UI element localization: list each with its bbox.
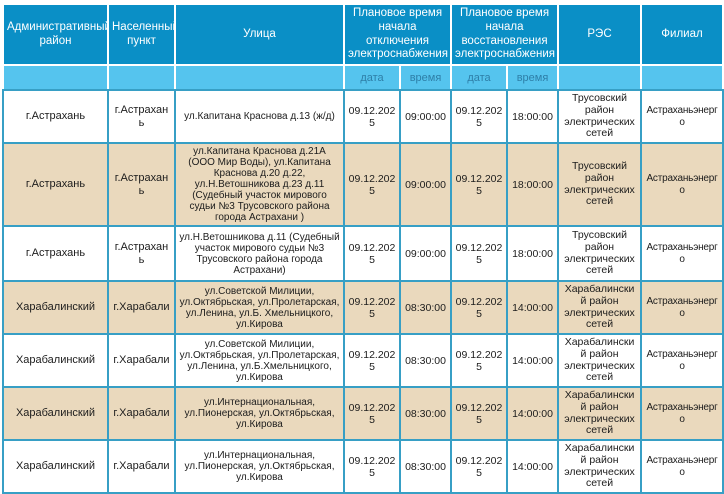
table-row: Харабалинский г.Харабали ул.Советской Ми… (2, 333, 724, 389)
cell-street: ул.Интернациональная, ул.Пионерская, ул.… (174, 439, 345, 494)
cell-settlement: г.Астрахань (107, 89, 176, 145)
cell-settlement: г.Астрахань (107, 142, 176, 228)
table-row: г.Астрахань г.Астрахань ул.Н.Ветошникова… (2, 225, 724, 283)
subheader-empty (557, 64, 643, 92)
cell-branch: Астраханьэнерго (640, 225, 724, 283)
cell-outage-date: 09.12.2025 (343, 142, 401, 228)
col-header-res: РЭС (557, 2, 643, 67)
cell-street: ул.Советской Милиции, ул.Октябрьская, ул… (174, 280, 345, 336)
cell-restore-date: 09.12.2025 (450, 89, 508, 145)
subheader-outage-time: время (399, 64, 452, 92)
cell-district: Харабалинский (2, 386, 109, 442)
cell-district: Харабалинский (2, 280, 109, 336)
cell-street: ул.Советской Милиции, ул.Октябрьская, ул… (174, 333, 345, 389)
subheader-empty (2, 64, 109, 92)
subheader-restore-time: время (505, 64, 560, 92)
subheader-empty (107, 64, 176, 92)
cell-outage-date: 09.12.2025 (343, 386, 401, 442)
cell-restore-date: 09.12.2025 (450, 333, 508, 389)
cell-settlement: г.Астрахань (107, 225, 176, 283)
cell-branch: Астраханьэнерго (640, 439, 724, 494)
subheader-empty (640, 64, 724, 92)
cell-restore-date: 09.12.2025 (450, 439, 508, 494)
cell-settlement: г.Харабали (107, 439, 176, 494)
cell-branch: Астраханьэнерго (640, 142, 724, 228)
cell-outage-time: 09:00:00 (399, 225, 452, 283)
table-row: г.Астрахань г.Астрахань ул.Капитана Крас… (2, 89, 724, 145)
table-row: Харабалинский г.Харабали ул.Интернациона… (2, 386, 724, 442)
cell-branch: Астраханьэнерго (640, 280, 724, 336)
cell-outage-time: 08:30:00 (399, 333, 452, 389)
cell-outage-time: 08:30:00 (399, 386, 452, 442)
cell-district: г.Астрахань (2, 225, 109, 283)
cell-outage-date: 09.12.2025 (343, 333, 401, 389)
cell-restore-date: 09.12.2025 (450, 386, 508, 442)
cell-res: Харабалинский район электрических сетей (557, 333, 643, 389)
cell-street: ул.Капитана Краснова д.21А (ООО Мир Воды… (174, 142, 345, 228)
col-header-settlement: Населенный пункт (107, 2, 176, 67)
cell-restore-date: 09.12.2025 (450, 280, 508, 336)
cell-settlement: г.Харабали (107, 280, 176, 336)
cell-restore-date: 09.12.2025 (450, 142, 508, 228)
col-header-street: Улица (174, 2, 345, 67)
cell-res: Трусовский район электрических сетей (557, 89, 643, 145)
cell-res: Харабалинский район электрических сетей (557, 386, 643, 442)
table-row: Харабалинский г.Харабали ул.Интернациона… (2, 439, 724, 494)
cell-restore-time: 14:00:00 (505, 280, 560, 336)
cell-res: Трусовский район электрических сетей (557, 142, 643, 228)
cell-settlement: г.Харабали (107, 386, 176, 442)
cell-res: Трусовский район электрических сетей (557, 225, 643, 283)
cell-outage-date: 09.12.2025 (343, 439, 401, 494)
subheader-row: дата время дата время (2, 64, 724, 92)
cell-outage-time: 09:00:00 (399, 142, 452, 228)
cell-restore-time: 14:00:00 (505, 333, 560, 389)
cell-street: ул.Н.Ветошникова д.11 (Судебный участок … (174, 225, 345, 283)
cell-district: Харабалинский (2, 439, 109, 494)
cell-outage-time: 09:00:00 (399, 89, 452, 145)
cell-restore-time: 18:00:00 (505, 89, 560, 145)
cell-restore-time: 14:00:00 (505, 439, 560, 494)
cell-outage-date: 09.12.2025 (343, 89, 401, 145)
col-header-branch: Филиал (640, 2, 724, 67)
cell-branch: Астраханьэнерго (640, 89, 724, 145)
subheader-outage-date: дата (343, 64, 401, 92)
cell-branch: Астраханьэнерго (640, 386, 724, 442)
cell-district: г.Астрахань (2, 142, 109, 228)
cell-district: Харабалинский (2, 333, 109, 389)
cell-restore-time: 18:00:00 (505, 225, 560, 283)
col-header-restore-group: Плановое время начала восстановления эле… (449, 2, 560, 67)
cell-settlement: г.Харабали (107, 333, 176, 389)
cell-district: г.Астрахань (2, 89, 109, 145)
header-row: Административный район Населенный пункт … (2, 2, 724, 67)
cell-res: Харабалинский район электрических сетей (557, 439, 643, 494)
cell-res: Харабалинский район электрических сетей (557, 280, 643, 336)
cell-outage-date: 09.12.2025 (343, 225, 401, 283)
cell-street: ул.Капитана Краснова д.13 (ж/д) (174, 89, 345, 145)
cell-restore-time: 18:00:00 (505, 142, 560, 228)
cell-street: ул.Интернациональная, ул.Пионерская, ул.… (174, 386, 345, 442)
subheader-empty (174, 64, 345, 92)
cell-outage-time: 08:30:00 (399, 280, 452, 336)
col-header-outage-group: Плановое время начала отключения электро… (343, 2, 452, 67)
col-header-district: Административный район (2, 2, 109, 67)
cell-outage-time: 08:30:00 (399, 439, 452, 494)
cell-branch: Астраханьэнерго (640, 333, 724, 389)
table-row: Харабалинский г.Харабали ул.Советской Ми… (2, 280, 724, 336)
table-row: г.Астрахань г.Астрахань ул.Капитана Крас… (2, 142, 724, 228)
cell-restore-time: 14:00:00 (505, 386, 560, 442)
cell-outage-date: 09.12.2025 (343, 280, 401, 336)
subheader-restore-date: дата (450, 64, 508, 92)
cell-restore-date: 09.12.2025 (450, 225, 508, 283)
